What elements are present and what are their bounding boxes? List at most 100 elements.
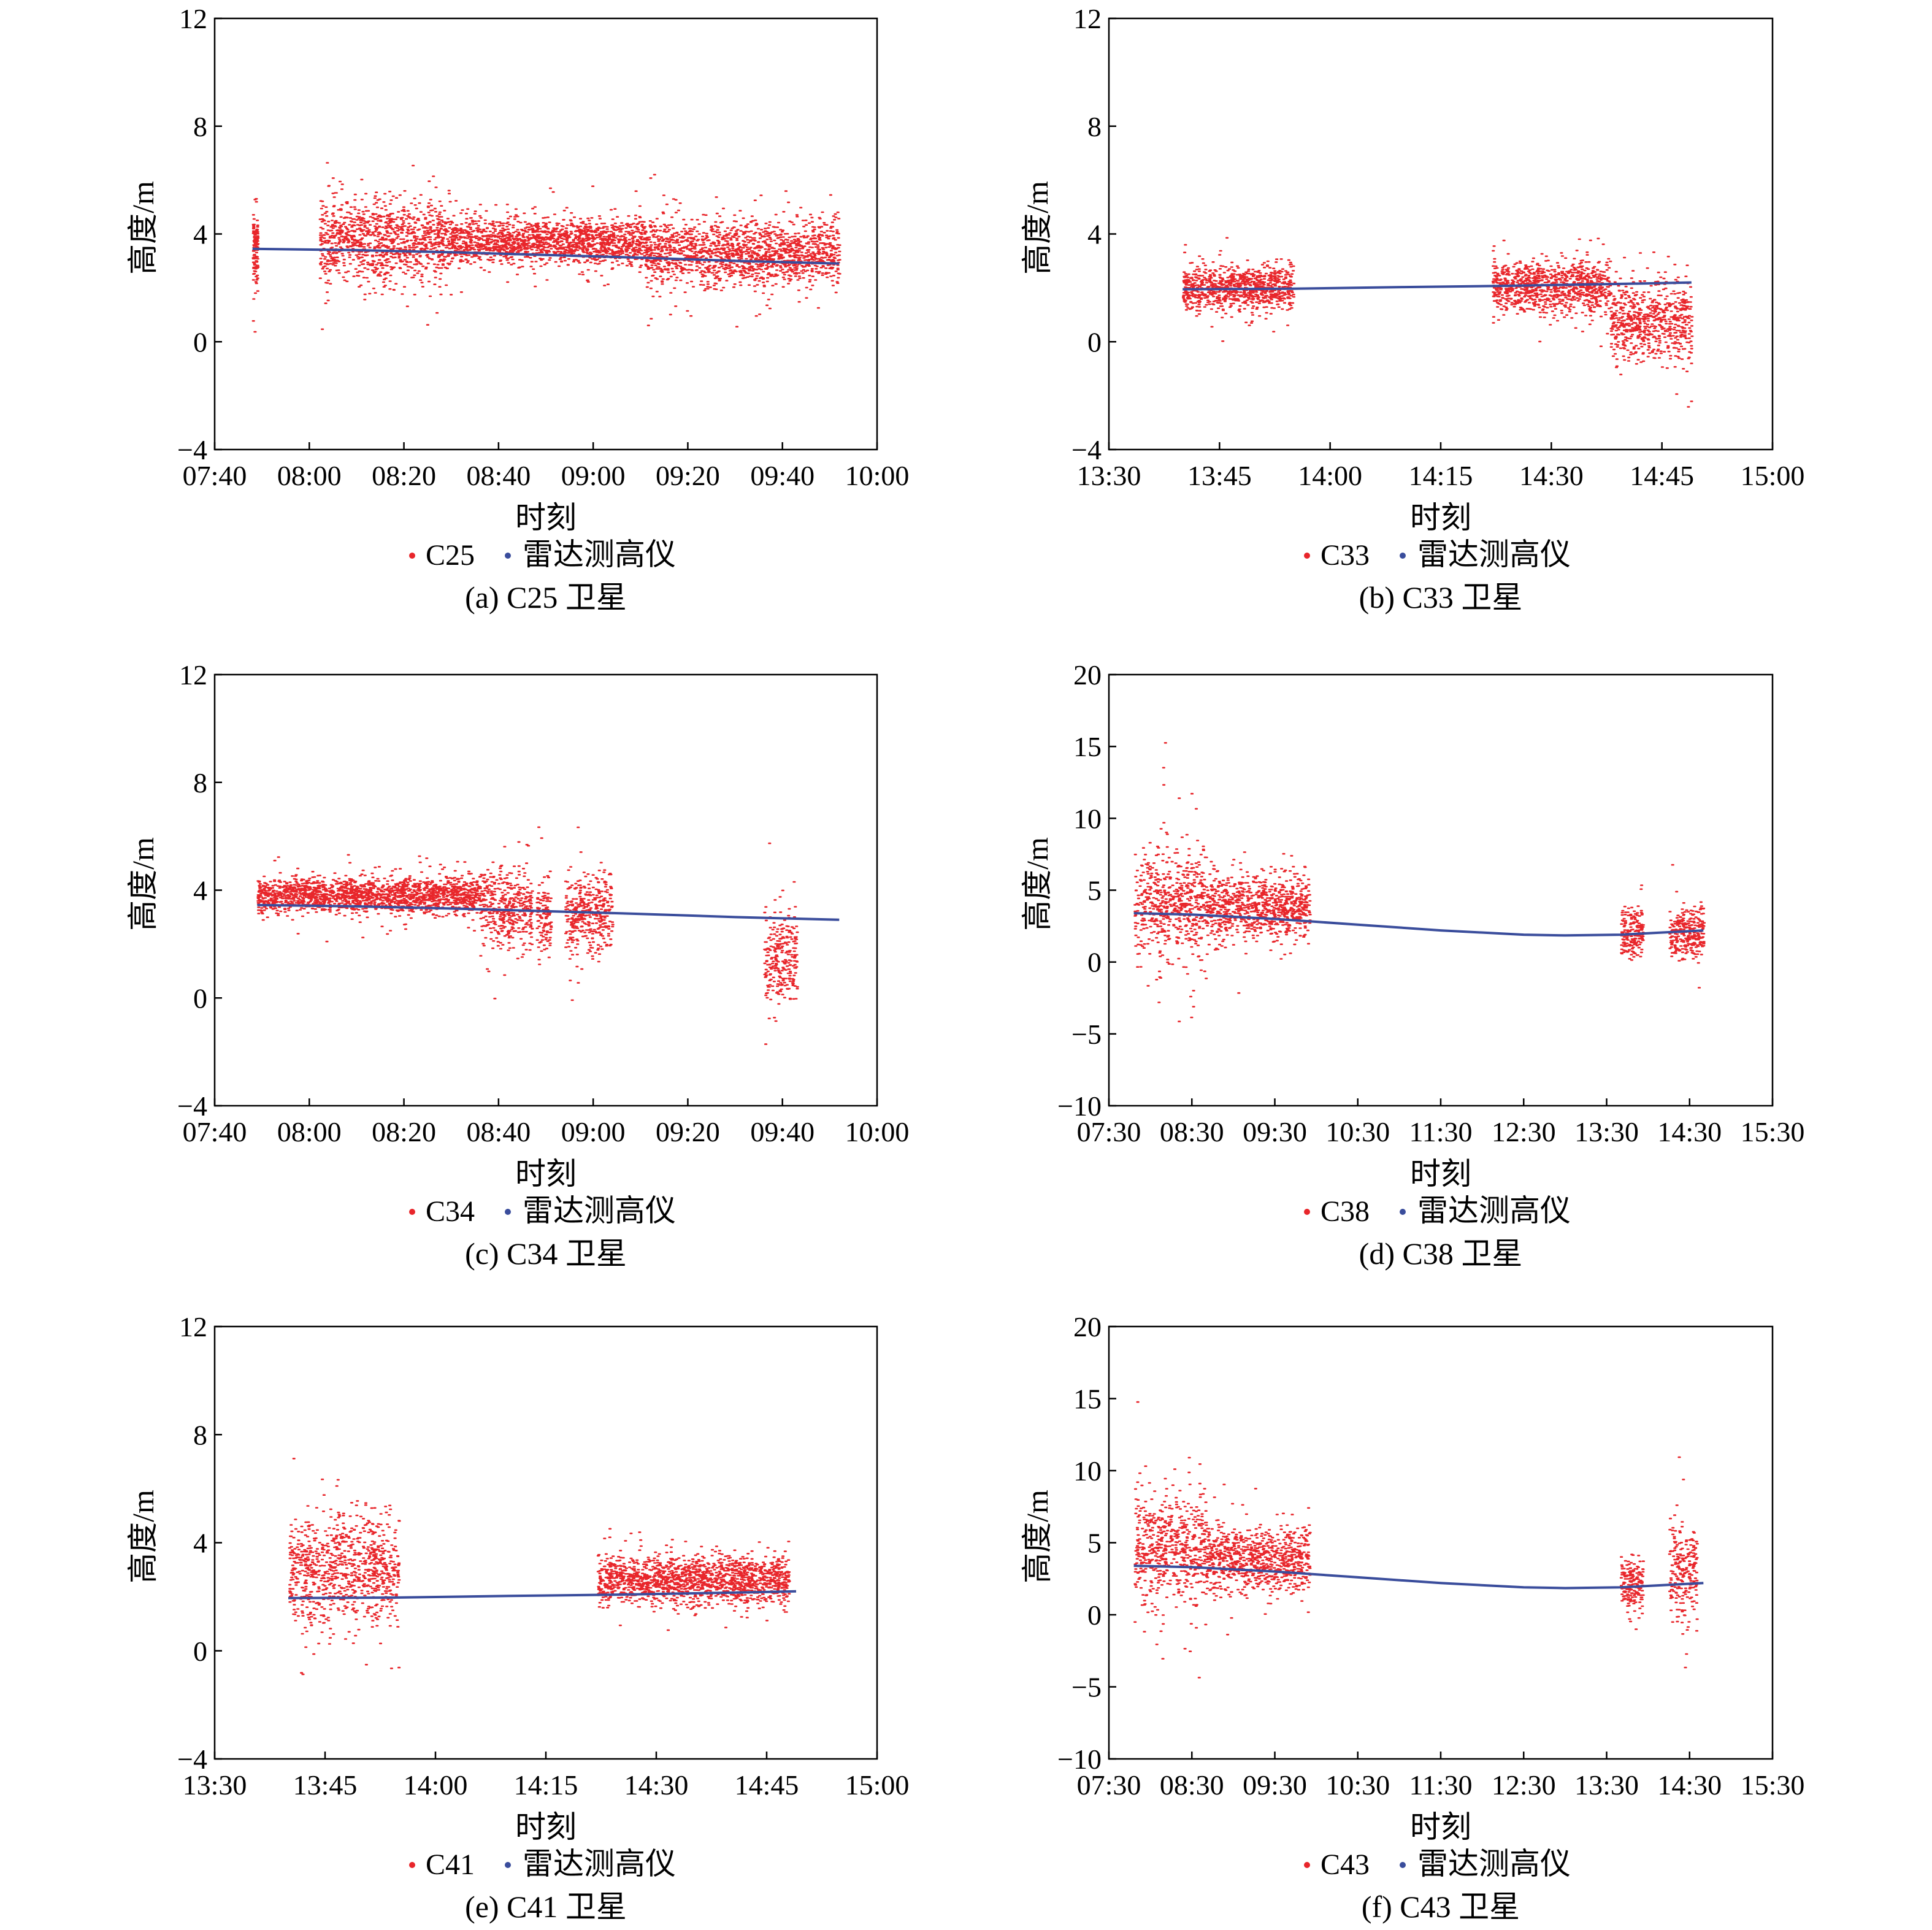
point-segment-2: [450, 185, 648, 293]
x-tick-label: 14:30: [1657, 1769, 1722, 1801]
point-segment-3: [564, 826, 615, 1001]
x-axis-label: 时刻: [1410, 1810, 1471, 1844]
x-tick-label: 09:20: [656, 460, 720, 491]
point-segment-1: [1205, 851, 1312, 994]
y-axis-label: 高度/m: [126, 1490, 160, 1583]
x-tick-label: 09:00: [561, 460, 626, 491]
y-axis-label: 高度/m: [126, 837, 160, 931]
x-tick-label: 09:40: [750, 460, 815, 491]
y-tick-label: 12: [179, 3, 207, 34]
x-tick-label: 07:40: [183, 460, 247, 491]
legend-marker-points: [409, 553, 415, 559]
x-tick-label: 15:00: [845, 1769, 910, 1801]
point-segment-0: [1133, 1401, 1208, 1679]
y-tick-label: −4: [177, 1744, 207, 1775]
y-tick-label: −4: [177, 1090, 207, 1122]
point-segment-2: [1609, 251, 1694, 408]
legend-label-line: 雷达测高仪: [1417, 1193, 1571, 1228]
x-tick-label: 13:30: [1077, 460, 1141, 491]
legend-label-line: 雷达测高仪: [523, 1847, 676, 1881]
series-line-radar-altimeter: [1183, 281, 1692, 291]
legend-label-points: C33: [1321, 539, 1370, 572]
x-axis-label: 时刻: [515, 1157, 577, 1191]
point-segment-1: [596, 1528, 791, 1631]
point-segment-0: [256, 854, 482, 943]
y-tick-label: 0: [193, 326, 207, 358]
legend-label-points: C38: [1321, 1195, 1370, 1228]
y-axis-label: 高度/m: [1020, 181, 1054, 275]
y-tick-label: 0: [193, 982, 207, 1014]
x-tick-label: 13:30: [183, 1769, 247, 1801]
y-tick-label: −10: [1057, 1744, 1102, 1775]
point-segment-3: [1668, 1456, 1699, 1669]
x-axis-label: 时刻: [515, 1810, 577, 1844]
x-tick-label: 14:30: [624, 1769, 689, 1801]
x-tick-label: 08:00: [277, 460, 342, 491]
y-tick-label: 0: [1087, 326, 1102, 358]
y-tick-label: 8: [193, 111, 207, 142]
x-tick-label: 14:30: [1657, 1116, 1722, 1147]
y-tick-label: 0: [1087, 947, 1102, 978]
x-tick-label: 10:30: [1325, 1116, 1390, 1147]
x-tick-label: 08:00: [277, 1116, 342, 1147]
legend: C38 雷达测高仪: [1304, 1193, 1571, 1228]
point-segment-3: [1668, 864, 1706, 989]
x-tick-label: 08:20: [372, 460, 436, 491]
y-tick-label: 0: [1087, 1599, 1102, 1631]
y-axis-label: 高度/m: [126, 181, 160, 275]
y-tick-label: 4: [193, 875, 207, 906]
x-tick-label: 07:30: [1077, 1116, 1141, 1147]
x-tick-label: 09:30: [1243, 1769, 1307, 1801]
series-line-radar-altimeter: [252, 247, 840, 265]
point-segment-2: [1619, 1553, 1645, 1630]
x-tick-label: 11:30: [1409, 1116, 1472, 1147]
y-tick-label: −10: [1057, 1090, 1102, 1122]
x-tick-label: 08:40: [466, 1116, 531, 1147]
series-points-C41: [288, 1458, 791, 1675]
legend-label-points: C41: [426, 1848, 475, 1881]
y-tick-label: −5: [1071, 1672, 1102, 1703]
x-tick-label: 14:45: [735, 1769, 799, 1801]
x-tick-label: 07:30: [1077, 1769, 1141, 1801]
legend-label-line: 雷达测高仪: [523, 537, 676, 572]
panel-caption: (d) C38 卫星: [1359, 1236, 1523, 1271]
y-tick-label: −5: [1071, 1019, 1102, 1050]
legend-marker-line: [505, 553, 511, 559]
point-segment-1: [478, 841, 534, 1000]
x-tick-label: 14:15: [1409, 460, 1473, 491]
y-tick-label: 12: [1073, 3, 1102, 34]
x-tick-label: 13:45: [293, 1769, 358, 1801]
plot-frame: [1108, 1325, 1774, 1760]
legend: C25 雷达测高仪: [409, 537, 676, 572]
panel-caption: (b) C33 卫星: [1359, 580, 1523, 615]
panel-caption: (a) C25 卫星: [465, 580, 627, 615]
y-tick-label: 4: [1087, 219, 1102, 250]
point-segment-0: [1133, 742, 1208, 1022]
x-tick-label: 14:15: [514, 1769, 578, 1801]
x-tick-label: 09:40: [750, 1116, 815, 1147]
legend: C34 雷达测高仪: [409, 1193, 676, 1228]
x-tick-label: 15:30: [1741, 1116, 1805, 1147]
x-tick-label: 09:30: [1243, 1116, 1307, 1147]
y-axis-label: 高度/m: [1020, 1490, 1054, 1583]
x-tick-label: 08:20: [372, 1116, 436, 1147]
series-line-radar-altimeter: [1133, 912, 1704, 937]
y-tick-label: −4: [1071, 434, 1102, 465]
y-tick-label: 15: [1073, 731, 1102, 762]
legend-label-points: C43: [1321, 1848, 1370, 1881]
legend: C41 雷达测高仪: [409, 1847, 676, 1881]
x-tick-label: 14:45: [1630, 460, 1694, 491]
y-tick-label: 8: [193, 1419, 207, 1450]
panel-caption: (f) C43 卫星: [1362, 1890, 1520, 1924]
x-tick-label: 13:45: [1187, 460, 1252, 491]
y-tick-label: 5: [1087, 1528, 1102, 1559]
legend-marker-points: [409, 1209, 415, 1215]
x-axis-label: 时刻: [1410, 500, 1471, 535]
plot-frame: [1108, 17, 1774, 451]
x-tick-label: 12:30: [1492, 1116, 1556, 1147]
y-tick-label: 15: [1073, 1384, 1102, 1415]
legend-marker-line: [505, 1862, 511, 1868]
point-segment-2: [1620, 884, 1645, 961]
x-tick-label: 11:30: [1409, 1769, 1472, 1801]
